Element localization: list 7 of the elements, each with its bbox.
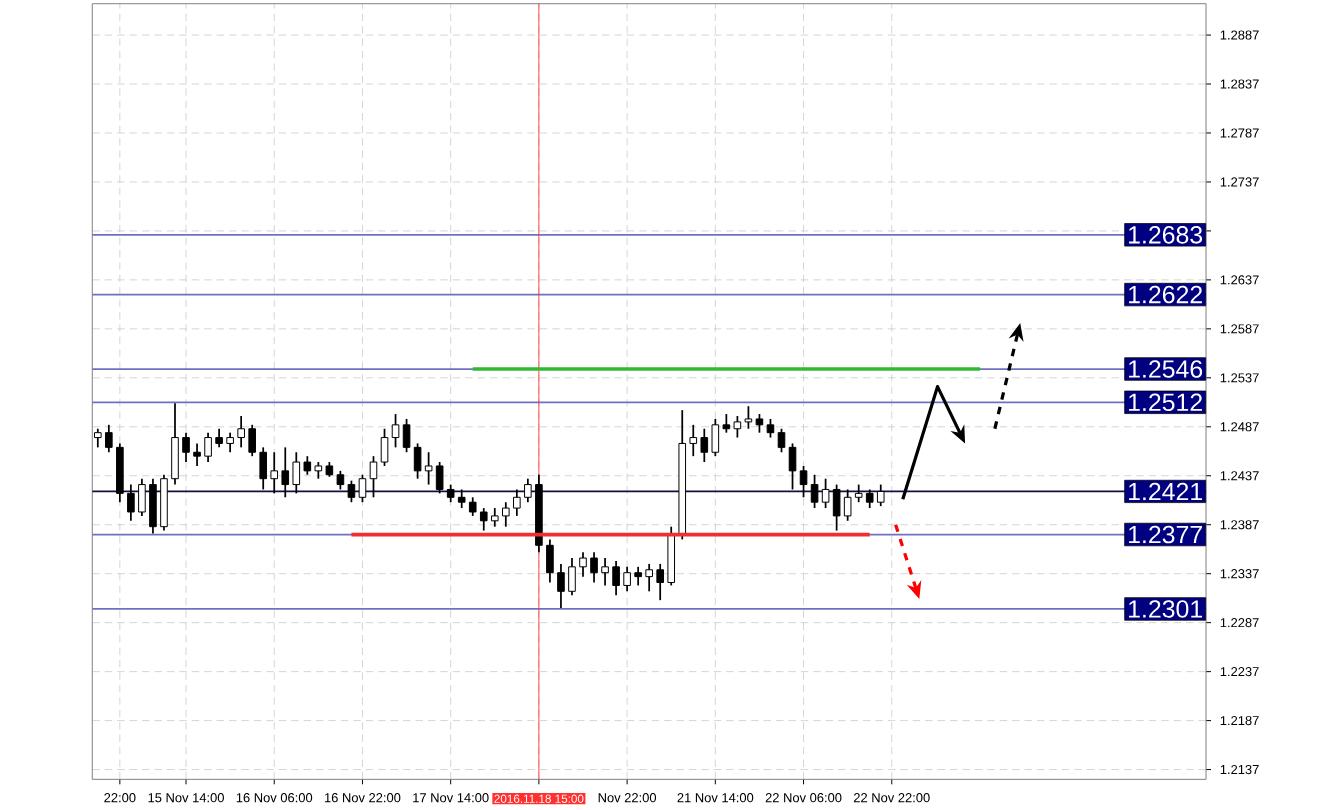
ref-line-label: 1.2512 (1129, 393, 1202, 412)
ref-line-label: 1.2421 (1129, 483, 1202, 501)
ref-line-label: 1.2301 (1129, 600, 1202, 619)
ref-line-label: 1.2683 (1129, 226, 1203, 245)
ref-line-label: 1.2377 (1129, 526, 1202, 544)
ref-line-label: 1.2546 (1129, 360, 1203, 379)
ref-line-label: 1.2622 (1129, 286, 1202, 304)
